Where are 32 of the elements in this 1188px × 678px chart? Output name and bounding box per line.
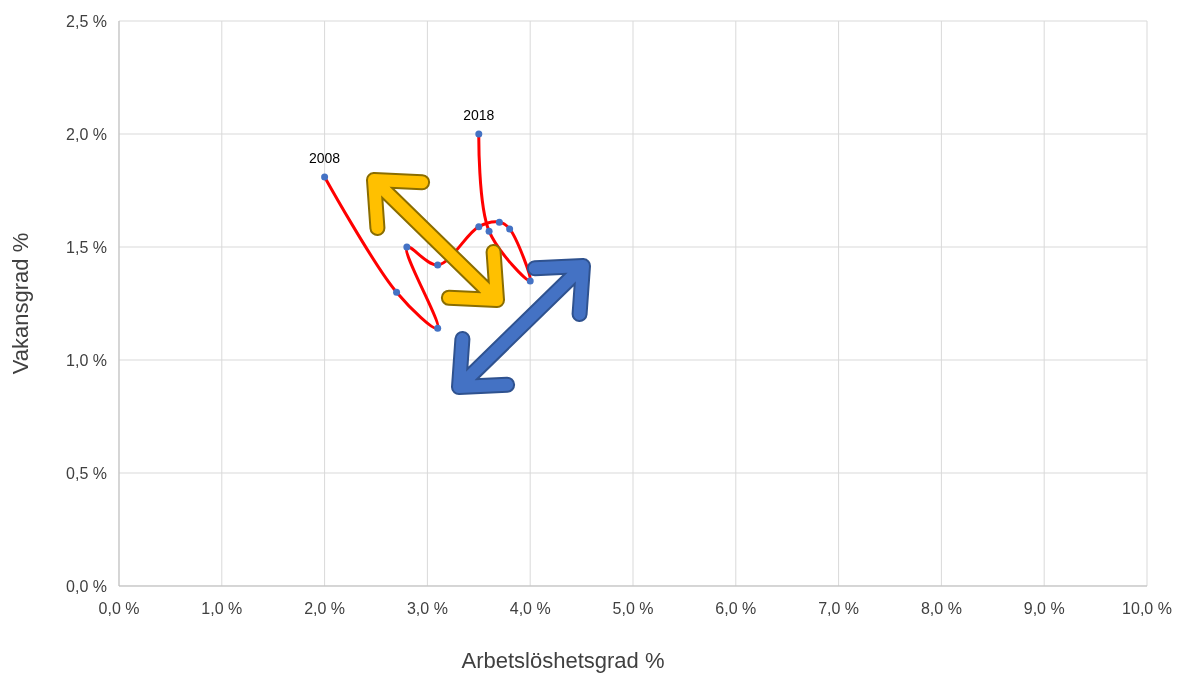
- x-tick-label: 9,0 %: [1023, 600, 1065, 617]
- point: [434, 324, 442, 332]
- x-tick-label: 2,0 %: [304, 600, 346, 617]
- x-tick-label: 6,0 %: [715, 600, 757, 617]
- point: [321, 173, 329, 181]
- x-tick-label: 1,0 %: [201, 600, 243, 617]
- x-tick-label: 3,0 %: [406, 600, 448, 617]
- x-tick-label: 5,0 %: [612, 600, 654, 617]
- point: [475, 130, 483, 138]
- y-tick-label: 1,0 %: [66, 352, 107, 369]
- x-axis-title: Arbetslöshetsgrad %: [461, 648, 665, 673]
- x-tick-label: 0,0 %: [98, 600, 140, 617]
- y-axis-title: Vakansgrad %: [8, 232, 33, 375]
- point: [434, 261, 442, 269]
- y-tick-label: 1,5 %: [66, 239, 107, 256]
- y-tick-label: 0,5 %: [66, 465, 107, 482]
- y-tick-label: 0,0 %: [66, 578, 107, 595]
- point: [475, 223, 483, 231]
- point: [393, 288, 401, 296]
- point: [526, 277, 534, 285]
- x-tick-label: 8,0 %: [920, 600, 962, 617]
- annotation: 2008: [309, 149, 341, 166]
- annotation: 2018: [463, 107, 495, 123]
- y-tick-label: 2,5 %: [66, 13, 107, 30]
- y-tick-label: 2,0 %: [66, 126, 107, 143]
- x-tick-label: 4,0 %: [509, 600, 551, 617]
- point: [506, 225, 514, 233]
- x-tick-label: 10,0 %: [1122, 600, 1172, 617]
- x-tick-label: 7,0 %: [818, 600, 860, 617]
- point: [495, 218, 503, 226]
- point: [403, 243, 411, 251]
- point: [485, 227, 493, 235]
